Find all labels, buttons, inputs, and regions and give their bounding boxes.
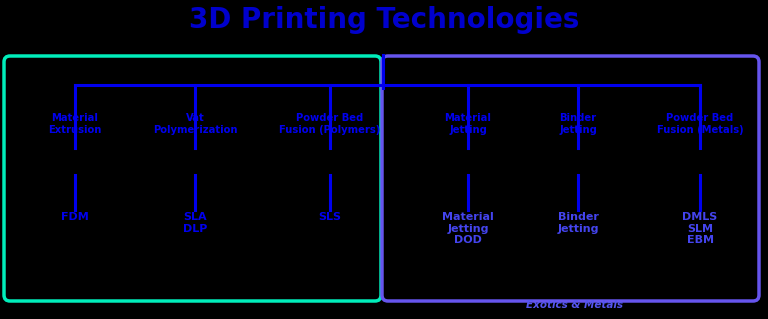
Text: Powder Bed
Fusion (Metals): Powder Bed Fusion (Metals) [657,113,743,135]
Text: 3D Printing Technologies: 3D Printing Technologies [189,6,579,34]
Text: Binder
Jetting: Binder Jetting [558,212,599,234]
Text: Vat
Polymerization: Vat Polymerization [153,113,237,135]
Text: Material
Jetting: Material Jetting [445,113,492,135]
Text: DMLS
SLM
EBM: DMLS SLM EBM [683,212,717,245]
Text: FDM: FDM [61,212,89,222]
Text: Exotics & Metals: Exotics & Metals [527,300,624,310]
Text: Powder Bed
Fusion (Polymers): Powder Bed Fusion (Polymers) [280,113,381,135]
Text: Material
Extrusion: Material Extrusion [48,113,101,135]
Text: Material
Jetting
DOD: Material Jetting DOD [442,212,494,245]
Text: Binder
Jetting: Binder Jetting [559,113,597,135]
Text: SLA
DLP: SLA DLP [183,212,207,234]
Text: SLS: SLS [319,212,342,222]
